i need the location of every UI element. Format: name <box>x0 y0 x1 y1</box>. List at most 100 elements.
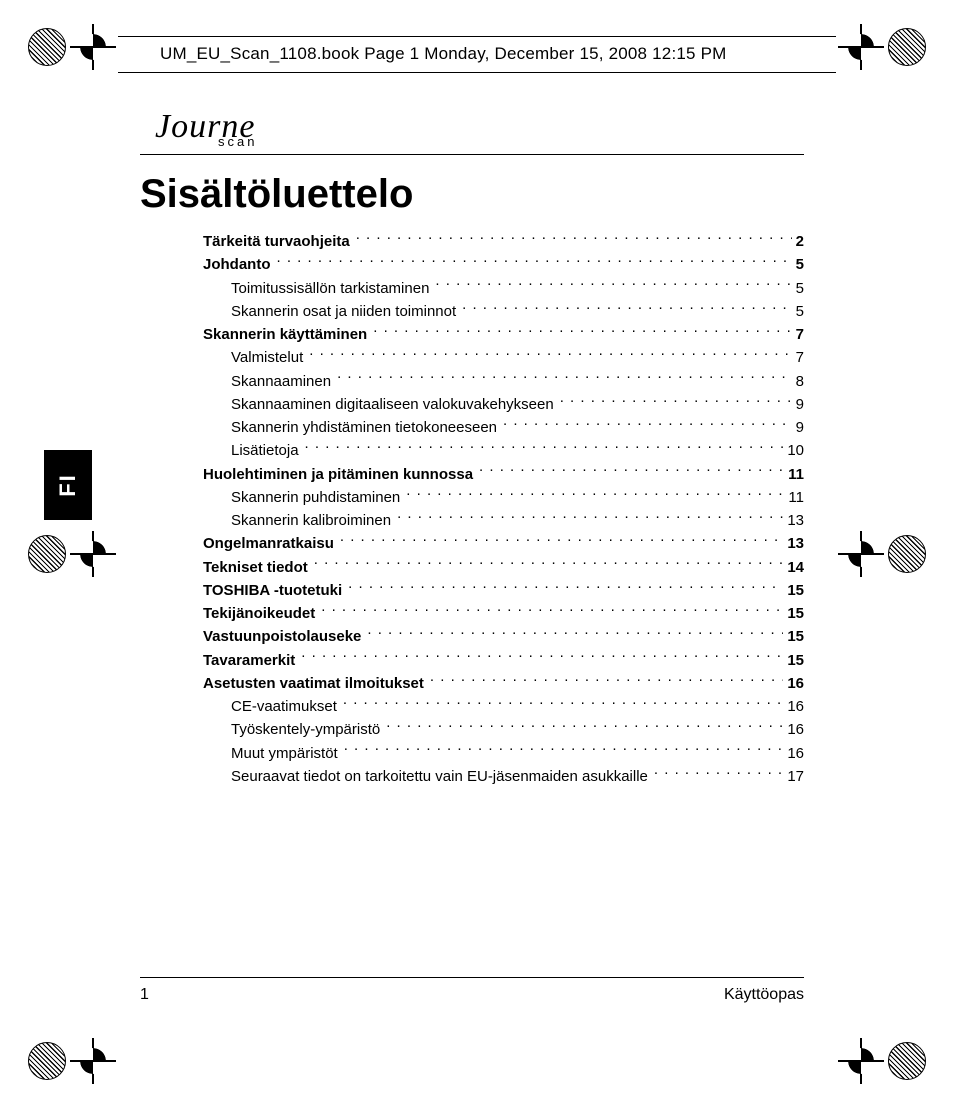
toc-entry-page: 5 <box>796 277 804 300</box>
toc-entry-label: Skannerin osat ja niiden toiminnot <box>231 300 456 323</box>
toc-entry-page: 7 <box>796 323 804 346</box>
toc-entry-label: Työskentely-ympäristö <box>231 718 380 741</box>
toc-entry-page: 8 <box>796 370 804 393</box>
toc-entry-label: TOSHIBA -tuotetuki <box>203 579 342 602</box>
header-rule <box>118 36 836 37</box>
crop-mark-icon <box>844 28 926 66</box>
toc-entry-label: Muut ympäristöt <box>231 742 338 765</box>
toc-leader <box>560 394 792 409</box>
toc-leader <box>337 371 792 386</box>
toc-entry-page: 16 <box>787 742 804 765</box>
toc-entry-page: 5 <box>796 300 804 323</box>
toc-entry: Skannaaminen8 <box>203 370 804 393</box>
toc-entry-page: 7 <box>796 346 804 369</box>
crop-mark-icon <box>844 1042 926 1080</box>
toc-entry: TOSHIBA -tuotetuki 15 <box>203 579 804 602</box>
toc-leader <box>373 324 791 339</box>
toc-entry: Vastuunpoistolauseke 15 <box>203 625 804 648</box>
toc-entry-page: 5 <box>796 253 804 276</box>
toc-leader <box>340 533 783 548</box>
toc-entry: Tavaramerkit 15 <box>203 649 804 672</box>
page-footer: 1 Käyttöopas <box>140 986 804 1004</box>
toc-entry-page: 16 <box>787 718 804 741</box>
toc-entry: Skannerin kalibroiminen 13 <box>203 509 804 532</box>
toc-entry-page: 15 <box>787 602 804 625</box>
toc-entry: Tärkeitä turvaohjeita2 <box>203 230 804 253</box>
toc-entry: Huolehtiminen ja pitäminen kunnossa11 <box>203 463 804 486</box>
toc-entry-label: Skannerin käyttäminen <box>203 323 367 346</box>
header-rule <box>118 72 836 73</box>
crop-mark-icon <box>844 535 926 573</box>
toc-entry: Toimitussisällön tarkistaminen 5 <box>203 277 804 300</box>
page-number: 1 <box>140 986 149 1004</box>
toc-leader <box>344 743 784 758</box>
brand-subtitle: scan <box>218 134 257 149</box>
toc-entry-page: 11 <box>788 486 804 509</box>
toc-entry-page: 10 <box>787 439 804 462</box>
toc-entry: Seuraavat tiedot on tarkoitettu vain EU-… <box>203 765 804 788</box>
toc-entry-label: Skannerin puhdistaminen <box>231 486 400 509</box>
language-tab-label: FI <box>55 473 81 497</box>
toc-entry-page: 13 <box>787 509 804 532</box>
toc-entry-label: Skannerin yhdistäminen tietokoneeseen <box>231 416 497 439</box>
toc-entry-page: 16 <box>787 672 804 695</box>
toc-entry: Valmistelut 7 <box>203 346 804 369</box>
toc-entry-page: 11 <box>788 463 804 486</box>
toc-entry: Skannerin osat ja niiden toiminnot 5 <box>203 300 804 323</box>
toc-leader <box>348 580 783 595</box>
toc-entry-label: Tekijänoikeudet <box>203 602 315 625</box>
toc-entry: Muut ympäristöt 16 <box>203 742 804 765</box>
page-title: Sisältöluettelo <box>140 172 413 217</box>
toc-leader <box>309 347 791 362</box>
toc-entry: Skannaaminen digitaaliseen valokuvakehyk… <box>203 393 804 416</box>
toc-leader <box>397 510 783 525</box>
toc-leader <box>343 696 783 711</box>
toc-entry-label: Tekniset tiedot <box>203 556 308 579</box>
crop-mark-icon <box>28 1042 110 1080</box>
toc-entry-label: Asetusten vaatimat ilmoitukset <box>203 672 424 695</box>
toc-leader <box>305 440 784 455</box>
toc-entry-label: Johdanto <box>203 253 271 276</box>
toc-entry-label: CE-vaatimukset <box>231 695 337 718</box>
toc-entry-page: 13 <box>787 532 804 555</box>
toc-entry: Skannerin käyttäminen 7 <box>203 323 804 346</box>
toc-entry-label: Tavaramerkit <box>203 649 295 672</box>
toc-entry-label: Ongelmanratkaisu <box>203 532 334 555</box>
toc-leader <box>367 626 783 641</box>
toc-entry-label: Lisätietoja <box>231 439 299 462</box>
toc-entry-label: Vastuunpoistolauseke <box>203 625 361 648</box>
toc-leader <box>314 557 784 572</box>
toc-entry-page: 14 <box>787 556 804 579</box>
toc-leader <box>654 766 783 781</box>
toc-entry-label: Toimitussisällön tarkistaminen <box>231 277 429 300</box>
toc-entry-page: 15 <box>787 625 804 648</box>
table-of-contents: Tärkeitä turvaohjeita2Johdanto5Toimituss… <box>203 230 804 788</box>
toc-entry-label: Skannerin kalibroiminen <box>231 509 391 532</box>
toc-leader <box>356 231 792 246</box>
brand-rule <box>140 154 804 155</box>
toc-entry-page: 2 <box>796 230 804 253</box>
crop-mark-icon <box>28 535 110 573</box>
language-tab: FI <box>44 450 92 520</box>
toc-leader <box>277 254 792 269</box>
footer-rule <box>140 977 804 978</box>
toc-entry: CE-vaatimukset16 <box>203 695 804 718</box>
toc-entry: Ongelmanratkaisu 13 <box>203 532 804 555</box>
toc-leader <box>435 278 791 293</box>
toc-entry: Johdanto 5 <box>203 253 804 276</box>
toc-entry: Lisätietoja 10 <box>203 439 804 462</box>
toc-entry-page: 17 <box>787 765 804 788</box>
toc-entry: Asetusten vaatimat ilmoitukset 16 <box>203 672 804 695</box>
toc-entry-page: 15 <box>787 649 804 672</box>
toc-entry: Tekniset tiedot 14 <box>203 556 804 579</box>
toc-entry-label: Valmistelut <box>231 346 303 369</box>
toc-entry-page: 9 <box>796 393 804 416</box>
toc-entry-page: 15 <box>787 579 804 602</box>
document-page: UM_EU_Scan_1108.book Page 1 Monday, Dece… <box>0 0 954 1108</box>
toc-leader <box>430 673 783 688</box>
toc-entry-label: Seuraavat tiedot on tarkoitettu vain EU-… <box>231 765 648 788</box>
running-header: UM_EU_Scan_1108.book Page 1 Monday, Dece… <box>160 44 794 64</box>
toc-leader <box>462 301 792 316</box>
toc-leader <box>301 650 783 665</box>
toc-leader <box>406 487 784 502</box>
